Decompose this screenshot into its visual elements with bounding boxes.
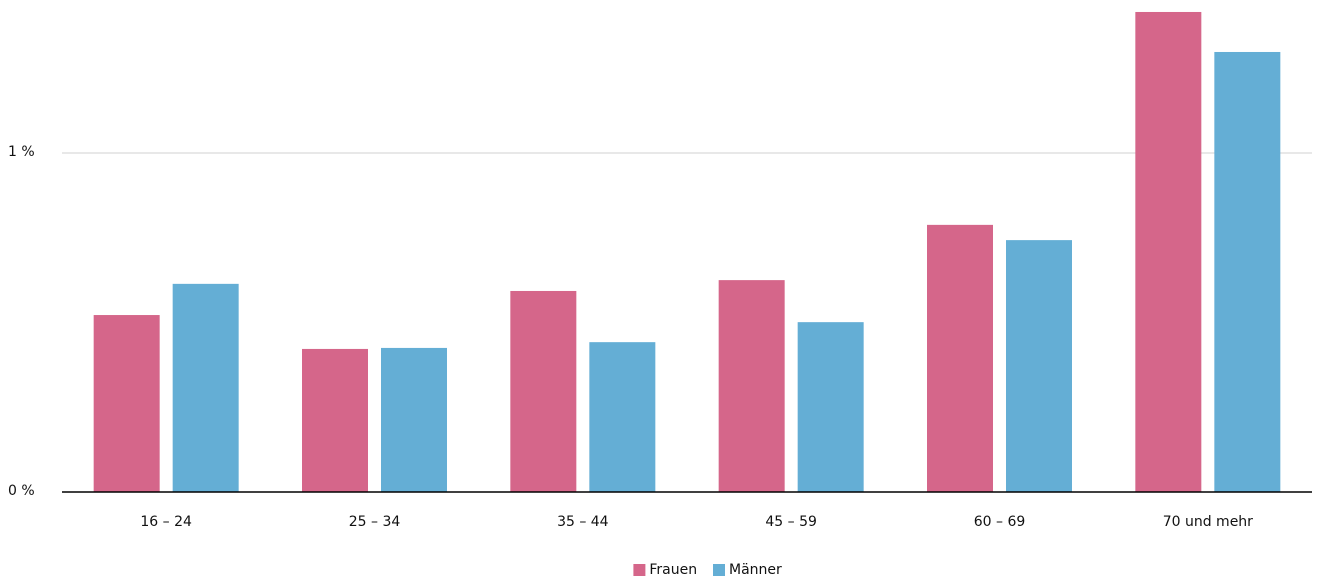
bar: [927, 224, 993, 493]
legend-label: Frauen: [649, 562, 697, 578]
legend-label: Männer: [729, 562, 782, 578]
legend-swatch: [633, 564, 646, 576]
bar: [718, 280, 785, 492]
x-tick-label: 45 – 59: [765, 514, 817, 530]
bar: [510, 290, 577, 492]
bar: [797, 322, 864, 492]
bar: [172, 283, 239, 492]
bar: [302, 348, 368, 492]
bar: [1214, 51, 1281, 493]
y-tick-label: 1 %: [8, 144, 35, 160]
y-tick-label: 0 %: [8, 483, 35, 499]
legend-swatch: [713, 564, 725, 576]
bar: [1006, 240, 1072, 492]
bar: [1135, 11, 1202, 492]
bar: [381, 347, 447, 492]
x-tick-label: 35 – 44: [557, 514, 609, 530]
x-tick-label: 60 – 69: [974, 514, 1026, 530]
x-tick-label: 16 – 24: [140, 514, 192, 530]
x-tick-label: 25 – 34: [349, 514, 401, 530]
x-tick-label: 70 und mehr: [1163, 514, 1253, 530]
bar: [589, 342, 656, 492]
bar: [93, 315, 160, 492]
